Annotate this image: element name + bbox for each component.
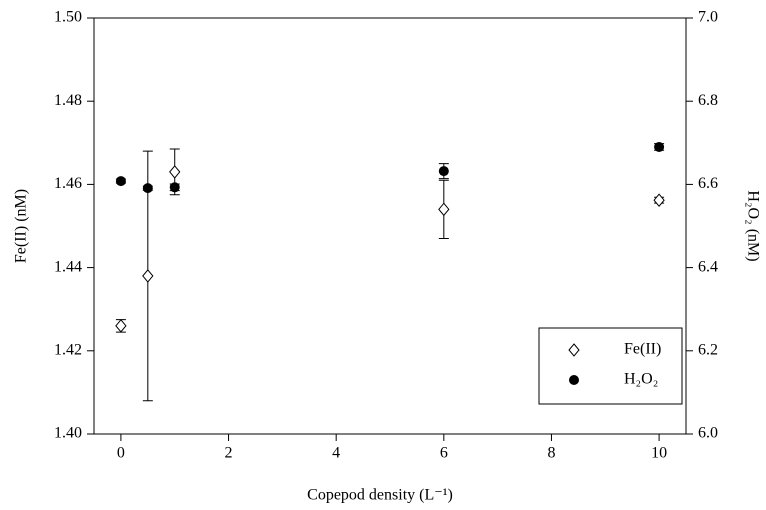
legend-label: Fe(II) xyxy=(624,341,661,358)
legend-marker xyxy=(569,375,579,385)
point xyxy=(142,183,153,194)
y2-tick-label: 6.6 xyxy=(698,175,718,192)
legend-box xyxy=(538,327,683,405)
x-tick-label: 2 xyxy=(225,445,233,462)
plot-frame xyxy=(93,17,687,435)
y2-tick-label: 7.0 xyxy=(698,9,718,26)
y-axis-label: Fe(II) (nM) xyxy=(13,189,30,263)
y-tick-label: 1.50 xyxy=(54,9,82,26)
x-axis-label: Copepod density (L⁻¹) xyxy=(307,487,453,504)
x-tick-label: 0 xyxy=(117,445,125,462)
point xyxy=(653,193,665,207)
y2-tick-label: 6.4 xyxy=(698,258,718,275)
x-tick-label: 6 xyxy=(440,445,448,462)
y-tick-label: 1.40 xyxy=(54,425,82,442)
legend-label: H₂O₂ xyxy=(624,371,658,388)
point xyxy=(169,182,180,193)
point xyxy=(142,269,154,283)
y-tick-label: 1.42 xyxy=(54,341,82,358)
y2-tick-label: 6.0 xyxy=(698,425,718,442)
legend-marker xyxy=(568,343,580,357)
x-tick-label: 10 xyxy=(651,445,667,462)
point xyxy=(438,166,449,177)
y-tick-label: 1.44 xyxy=(54,258,82,275)
point xyxy=(654,141,665,152)
y-tick-label: 1.48 xyxy=(54,92,82,109)
point xyxy=(115,176,126,187)
x-tick-label: 4 xyxy=(332,445,340,462)
point xyxy=(438,202,450,217)
y2-tick-label: 6.8 xyxy=(698,92,718,109)
y2-tick-label: 6.2 xyxy=(698,341,718,358)
y2-axis-label: H₂O₂ (nM) xyxy=(744,190,761,261)
point xyxy=(115,319,127,333)
point xyxy=(169,165,181,179)
y-tick-label: 1.46 xyxy=(54,175,82,192)
x-tick-label: 8 xyxy=(547,445,555,462)
